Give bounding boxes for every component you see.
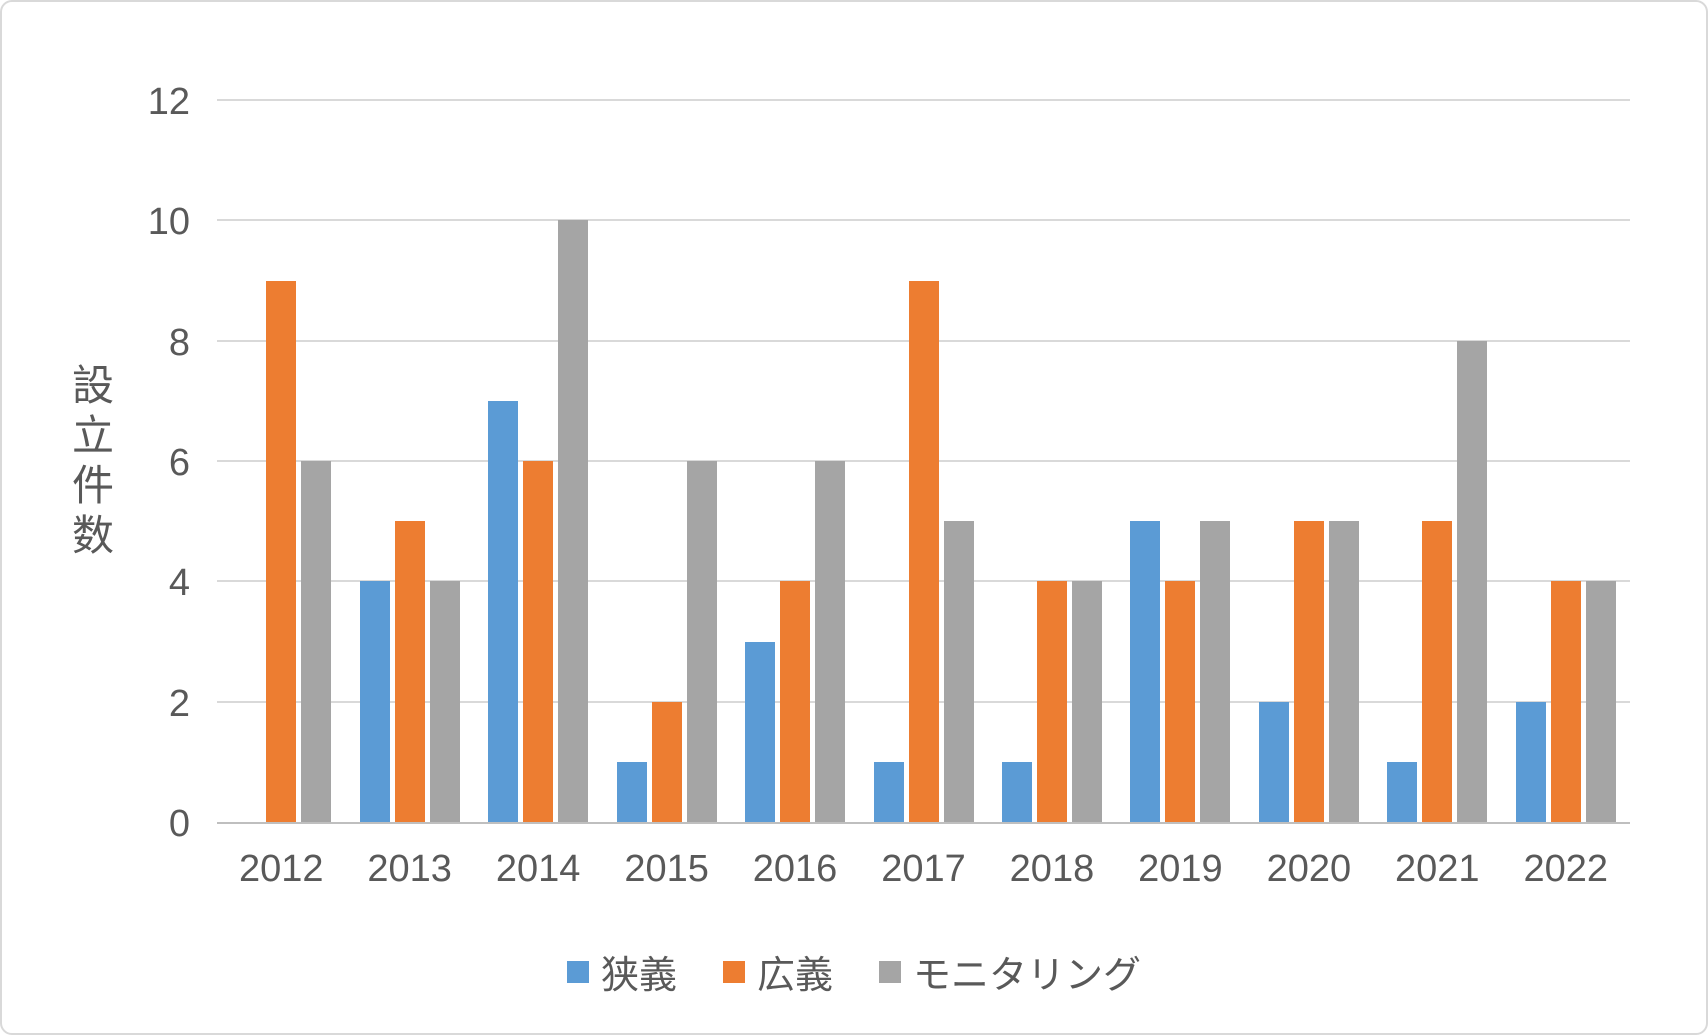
bar-2014-series2 <box>558 220 589 822</box>
x-axis-label: 2015 <box>624 848 709 890</box>
bar-2017-series2 <box>943 521 974 822</box>
bar-2021-series1 <box>1422 521 1453 822</box>
bar-2016-series1 <box>780 581 811 822</box>
bar-2022-series0 <box>1515 701 1546 822</box>
legend-swatch-icon <box>722 960 745 983</box>
bar-2019-series1 <box>1165 581 1196 822</box>
bar-2015-series2 <box>686 461 717 822</box>
x-axis-label: 2013 <box>367 848 452 890</box>
x-axis-label: 2017 <box>881 848 966 890</box>
y-axis-tick-label: 2 <box>168 682 190 725</box>
bar-2012-series1 <box>266 280 297 822</box>
bar-2015-series0 <box>616 761 647 822</box>
bar-2014-series1 <box>523 461 554 822</box>
bar-2018-series2 <box>1071 581 1102 822</box>
x-axis-label: 2018 <box>1009 848 1095 890</box>
bar-2016-series2 <box>815 461 846 822</box>
bar-2017-series1 <box>908 280 939 822</box>
bar-2013-series2 <box>429 581 460 822</box>
x-axis-label: 2021 <box>1395 848 1480 890</box>
legend: 狭義 広義 モニタリング <box>2 944 1706 999</box>
y-axis-title: 設立件数 <box>66 363 114 563</box>
bar-2012-series2 <box>301 461 332 822</box>
gridline <box>217 219 1630 222</box>
x-axis-label: 2014 <box>495 848 581 890</box>
legend-swatch-icon <box>566 960 589 983</box>
bar-2018-series0 <box>1001 761 1032 822</box>
bar-2019-series0 <box>1130 521 1161 822</box>
legend-item: モニタリング <box>879 944 1141 999</box>
x-axis-label: 2016 <box>752 848 838 890</box>
legend-label: モニタリング <box>913 955 1142 997</box>
bar-2020-series1 <box>1293 521 1324 822</box>
y-axis-tick-label: 4 <box>168 562 190 605</box>
y-axis-tick-label: 6 <box>168 442 190 484</box>
bar-2022-series2 <box>1585 581 1616 822</box>
bar-2013-series1 <box>394 521 425 822</box>
legend-label: 広義 <box>756 955 833 997</box>
bar-2013-series0 <box>359 581 390 822</box>
legend-swatch-icon <box>879 960 901 983</box>
bar-2019-series2 <box>1200 521 1231 822</box>
x-axis-label: 2020 <box>1266 848 1352 890</box>
y-axis-tick-label: 12 <box>147 81 190 123</box>
bar-2020-series2 <box>1328 521 1359 822</box>
legend-label: 狭義 <box>600 955 677 997</box>
x-axis-label: 2019 <box>1138 848 1223 890</box>
legend-item: 狭義 <box>566 944 677 999</box>
bar-2014-series0 <box>488 400 519 822</box>
bar-2021-series0 <box>1387 761 1418 822</box>
bar-2020-series0 <box>1258 701 1289 822</box>
bar-2017-series0 <box>873 761 904 822</box>
bar-2018-series1 <box>1036 581 1067 822</box>
legend-item: 広義 <box>722 944 833 999</box>
bar-2015-series1 <box>651 701 682 822</box>
x-axis-label: 2022 <box>1523 848 1609 890</box>
bar-2022-series1 <box>1550 581 1581 822</box>
bar-2021-series2 <box>1457 340 1488 822</box>
y-axis-tick-label: 8 <box>168 321 190 364</box>
gridline <box>217 99 1630 101</box>
y-axis-tick-label: 0 <box>168 803 190 845</box>
y-axis-tick-label: 10 <box>147 201 190 244</box>
plot-area <box>217 99 1630 824</box>
bar-2016-series0 <box>745 641 776 822</box>
x-axis-label: 2012 <box>238 848 324 890</box>
